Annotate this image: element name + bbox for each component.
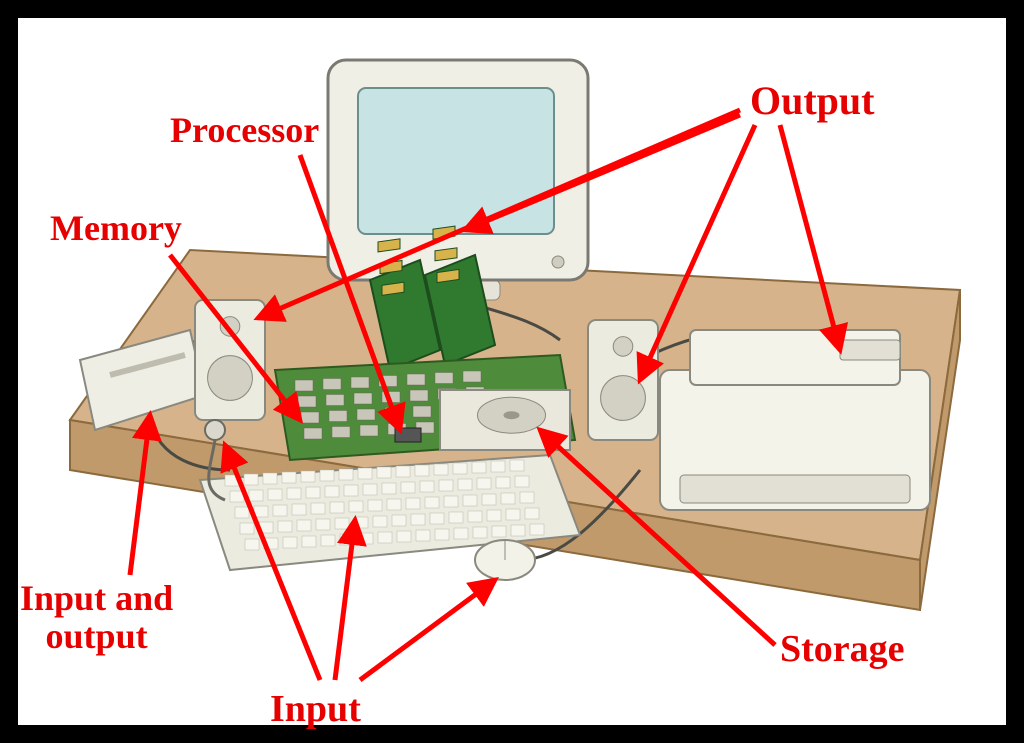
label-memory: Memory — [50, 210, 182, 248]
label-output: Output — [750, 80, 875, 122]
label-input-output: Input and output — [20, 580, 173, 656]
label-processor: Processor — [170, 112, 319, 150]
label-input: Input — [270, 690, 361, 730]
label-storage: Storage — [780, 630, 905, 670]
